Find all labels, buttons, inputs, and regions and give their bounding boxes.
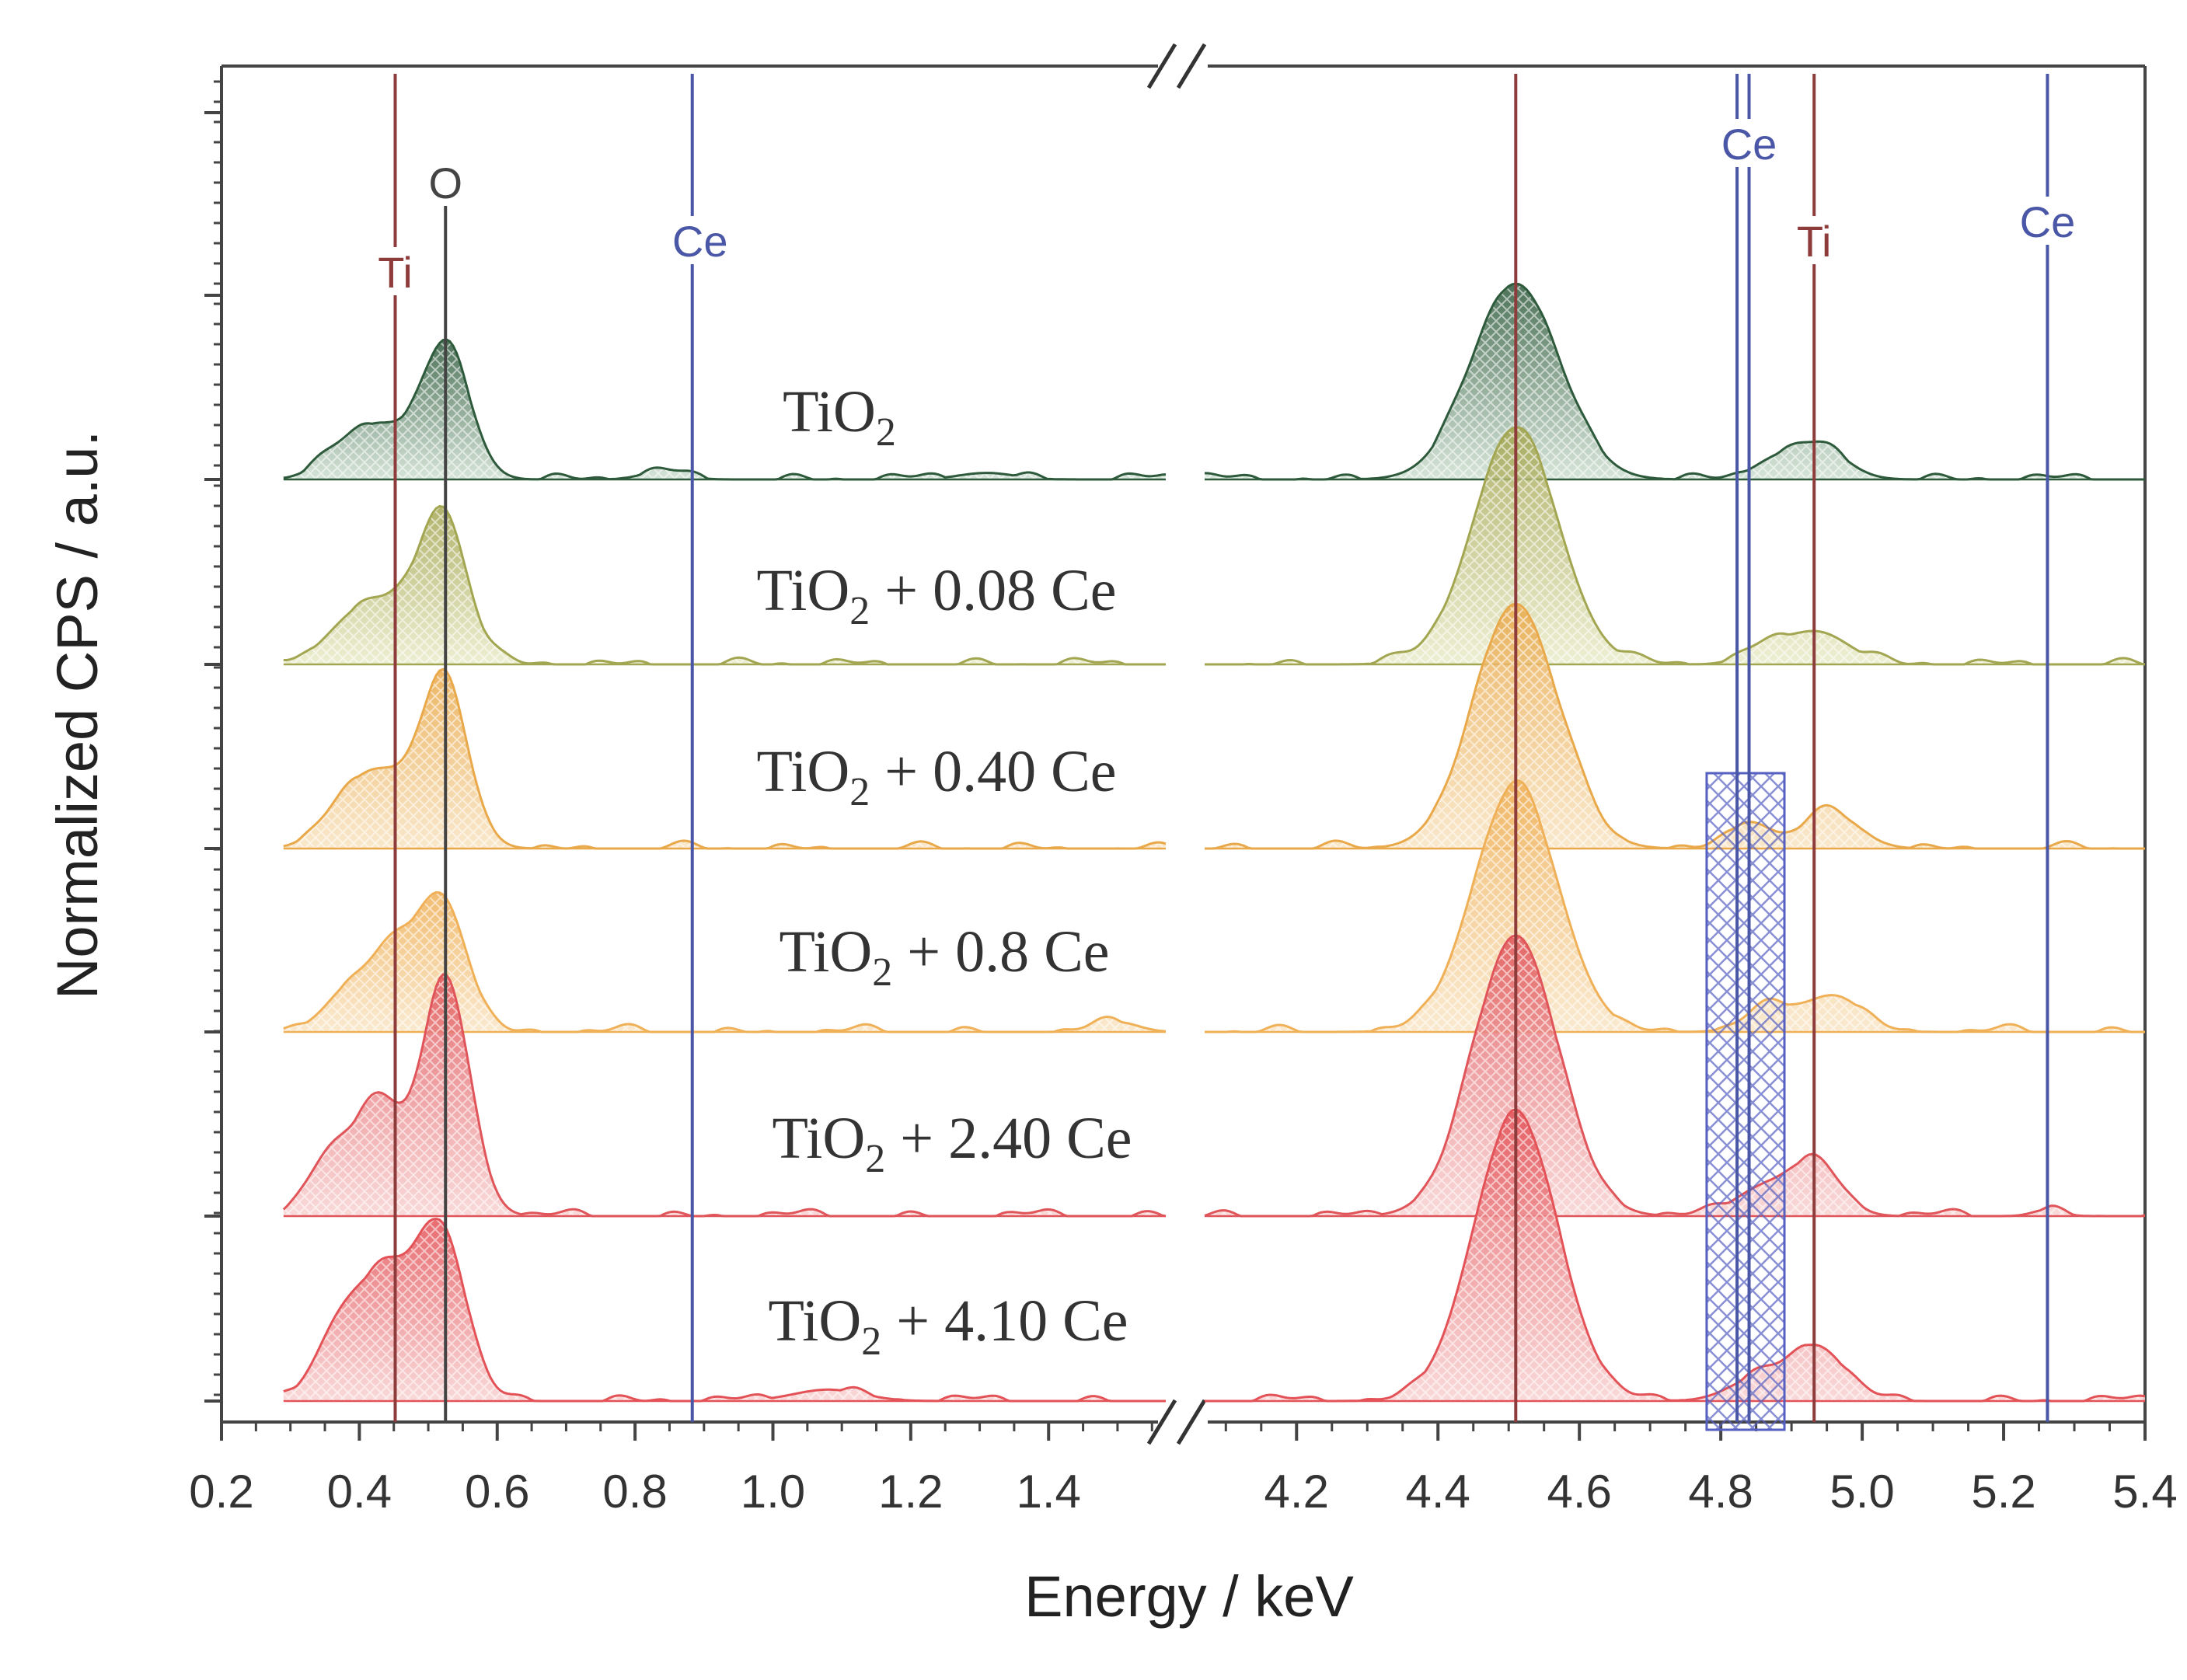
series-label: TiO2 + 2.40 Ce (772, 1106, 1132, 1181)
series-label: TiO2 + 0.08 Ce (756, 558, 1116, 633)
reference-label-bg (426, 158, 466, 206)
spectrum-series (283, 1108, 2146, 1403)
reference-label-ti: Ti (1797, 217, 1832, 266)
reference-label-bg (1783, 216, 1846, 264)
series-label-rest: + 0.08 Ce (870, 558, 1116, 623)
spectrum-hatch (283, 339, 1166, 479)
series-label-formula: TiO (783, 379, 876, 444)
x-tick-label: 0.8 (602, 1466, 667, 1518)
x-tick-label: 1.2 (878, 1466, 943, 1518)
spectrum-series (283, 602, 2145, 850)
x-tick-label: 4.6 (1547, 1466, 1611, 1518)
plot-area: 0.2 0.4 0.6 0.8 1.0 1.2 1.4 4.2 4.4 4.6 4.8 5.0 5.2 5… (189, 43, 2178, 1518)
series-label: TiO2 + 4.10 Ce (768, 1288, 1128, 1364)
series-label-rest: + 0.40 Ce (870, 739, 1116, 804)
reference-label-ce: Ce (2020, 197, 2076, 246)
x-tick-label: 4.4 (1406, 1466, 1470, 1518)
x-tick-label: 5.0 (1829, 1466, 1894, 1518)
series-label-subscript: 2 (861, 1319, 881, 1364)
series-label-rest: + 0.8 Ce (892, 919, 1109, 985)
reference-label-bg (661, 216, 724, 264)
series-label: TiO2 + 0.8 Ce (779, 919, 1109, 995)
reference-label-ce: Ce (1721, 120, 1777, 169)
axis-break-mark (1146, 43, 1177, 89)
reference-label-ce: Ce (672, 217, 728, 266)
spectrum-hatch (283, 974, 1166, 1216)
series-label-formula: TiO (756, 558, 849, 623)
series-label: TiO2 + 0.40 Ce (756, 739, 1116, 814)
series-label: TiO2 (783, 379, 896, 455)
reference-label-bg (2016, 197, 2079, 245)
axis-break-mark (1146, 1399, 1177, 1445)
reference-label-bg (364, 247, 427, 295)
reference-label-o: O (428, 159, 462, 207)
axis-break-mark (1176, 43, 1207, 89)
x-tick-label: 4.8 (1688, 1466, 1753, 1518)
x-tick-label: 4.2 (1264, 1466, 1329, 1518)
spectrum-series (283, 426, 2146, 666)
x-tick-label: 5.2 (1971, 1466, 2035, 1518)
spectrum-series (282, 934, 2146, 1218)
spectrum-series (283, 282, 2145, 481)
series-label-subscript: 2 (872, 950, 892, 995)
series-label-subscript: 2 (849, 589, 870, 633)
x-tick-label: 5.4 (2112, 1466, 2177, 1518)
series-label-formula: TiO (779, 919, 872, 985)
spectrum-hatch (283, 669, 1166, 849)
spectrum-series (283, 779, 2145, 1033)
series-label-bg (731, 1277, 1166, 1361)
spectrum-hatch (283, 506, 1166, 664)
series-label-subscript: 2 (865, 1137, 885, 1181)
series-label-formula: TiO (772, 1106, 865, 1171)
reference-label-ti: Ti (378, 248, 413, 297)
series-label-rest: + 2.40 Ce (885, 1106, 1132, 1171)
x-tick-label: 0.4 (327, 1466, 392, 1518)
axis-break-mark (1176, 1399, 1207, 1445)
series-label-formula: TiO (756, 739, 849, 804)
series-label-formula: TiO (768, 1288, 861, 1354)
spectrum-hatch (283, 1218, 1166, 1401)
ce-highlight-region (1705, 772, 1786, 1431)
series-label-bg (727, 908, 1162, 992)
series-label-bg (719, 727, 1154, 811)
y-axis-title: Normalized CPS / a.u. (45, 430, 110, 999)
spectrum-hatch (283, 892, 1166, 1032)
x-tick-label: 1.4 (1017, 1466, 1081, 1518)
series-label-rest: + 4.10 Ce (881, 1288, 1128, 1354)
series-label-bg (734, 1094, 1170, 1178)
x-tick-label: 0.2 (189, 1466, 253, 1518)
series-label-subscript: 2 (876, 410, 896, 455)
series-label-subscript: 2 (849, 770, 870, 814)
x-tick-label: 1.0 (741, 1466, 805, 1518)
x-axis-title: Energy / keV (1024, 1564, 1354, 1629)
series-label-bg (734, 368, 944, 451)
series-label-bg (719, 546, 1154, 630)
reference-label-bg (1718, 119, 1781, 167)
x-tick-label: 0.6 (465, 1466, 529, 1518)
